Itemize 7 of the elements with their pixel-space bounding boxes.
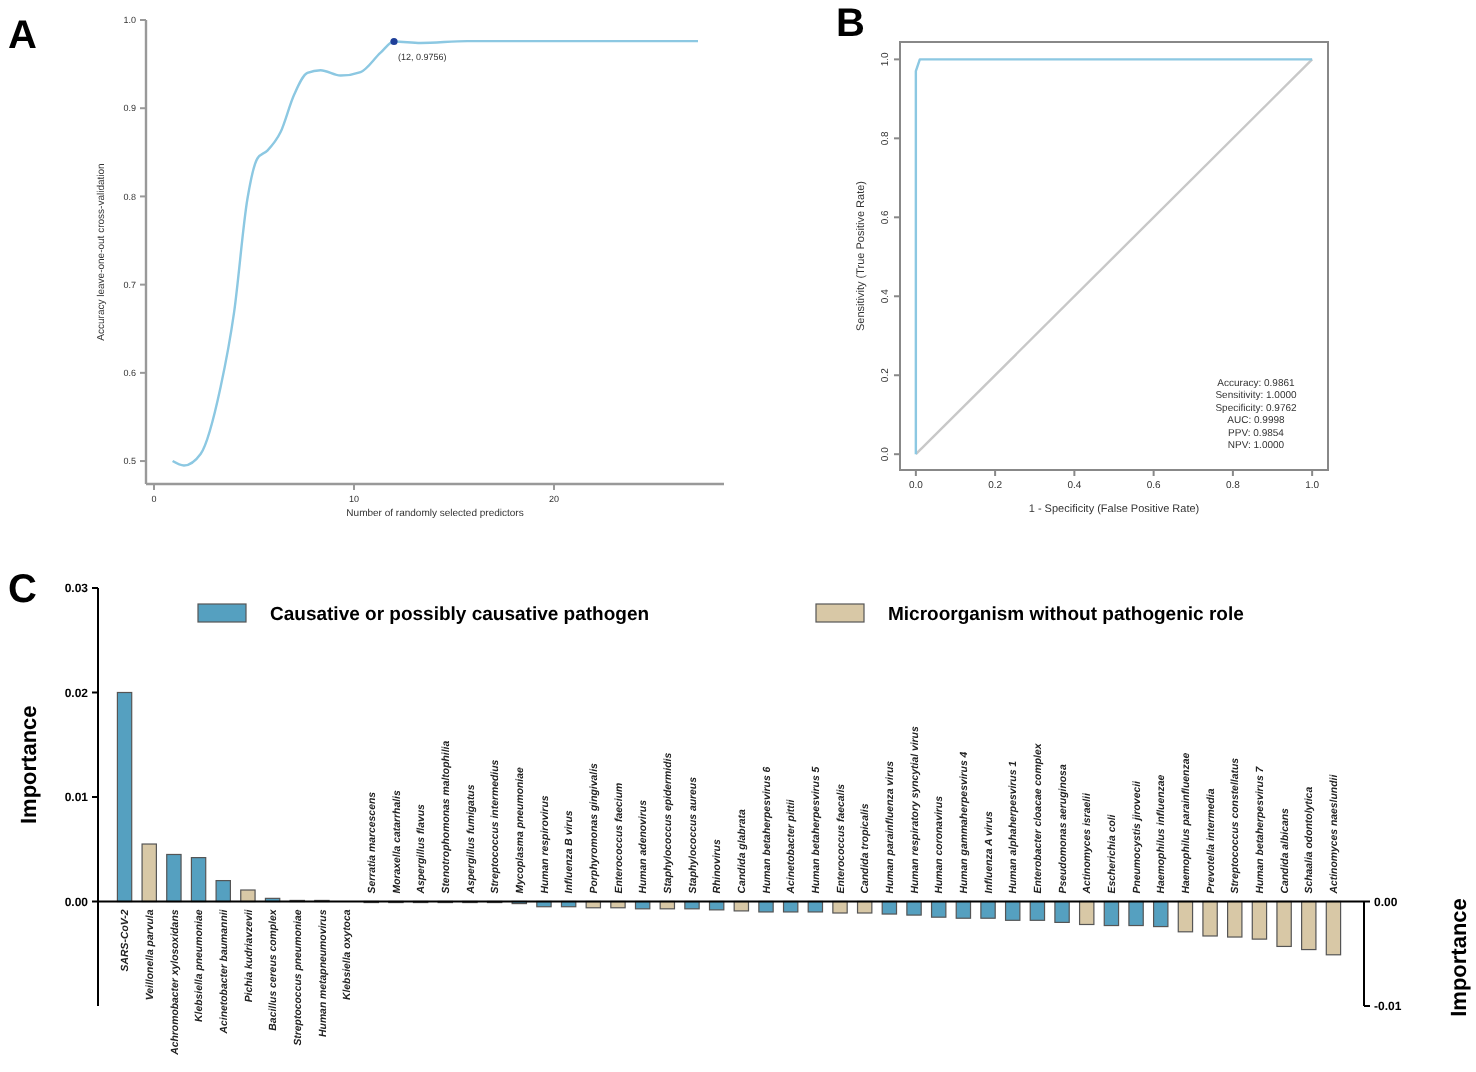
legend-label: Microorganism without pathogenic role (888, 604, 1244, 626)
y-axis-title: Importance (18, 705, 42, 825)
legend-label: Causative or possibly causative pathogen (270, 604, 650, 626)
chart-title: A (8, 14, 37, 58)
chart-title: B (836, 2, 865, 46)
chart-title: C (8, 568, 37, 612)
y2-axis-title: Importance (1448, 898, 1472, 1017)
